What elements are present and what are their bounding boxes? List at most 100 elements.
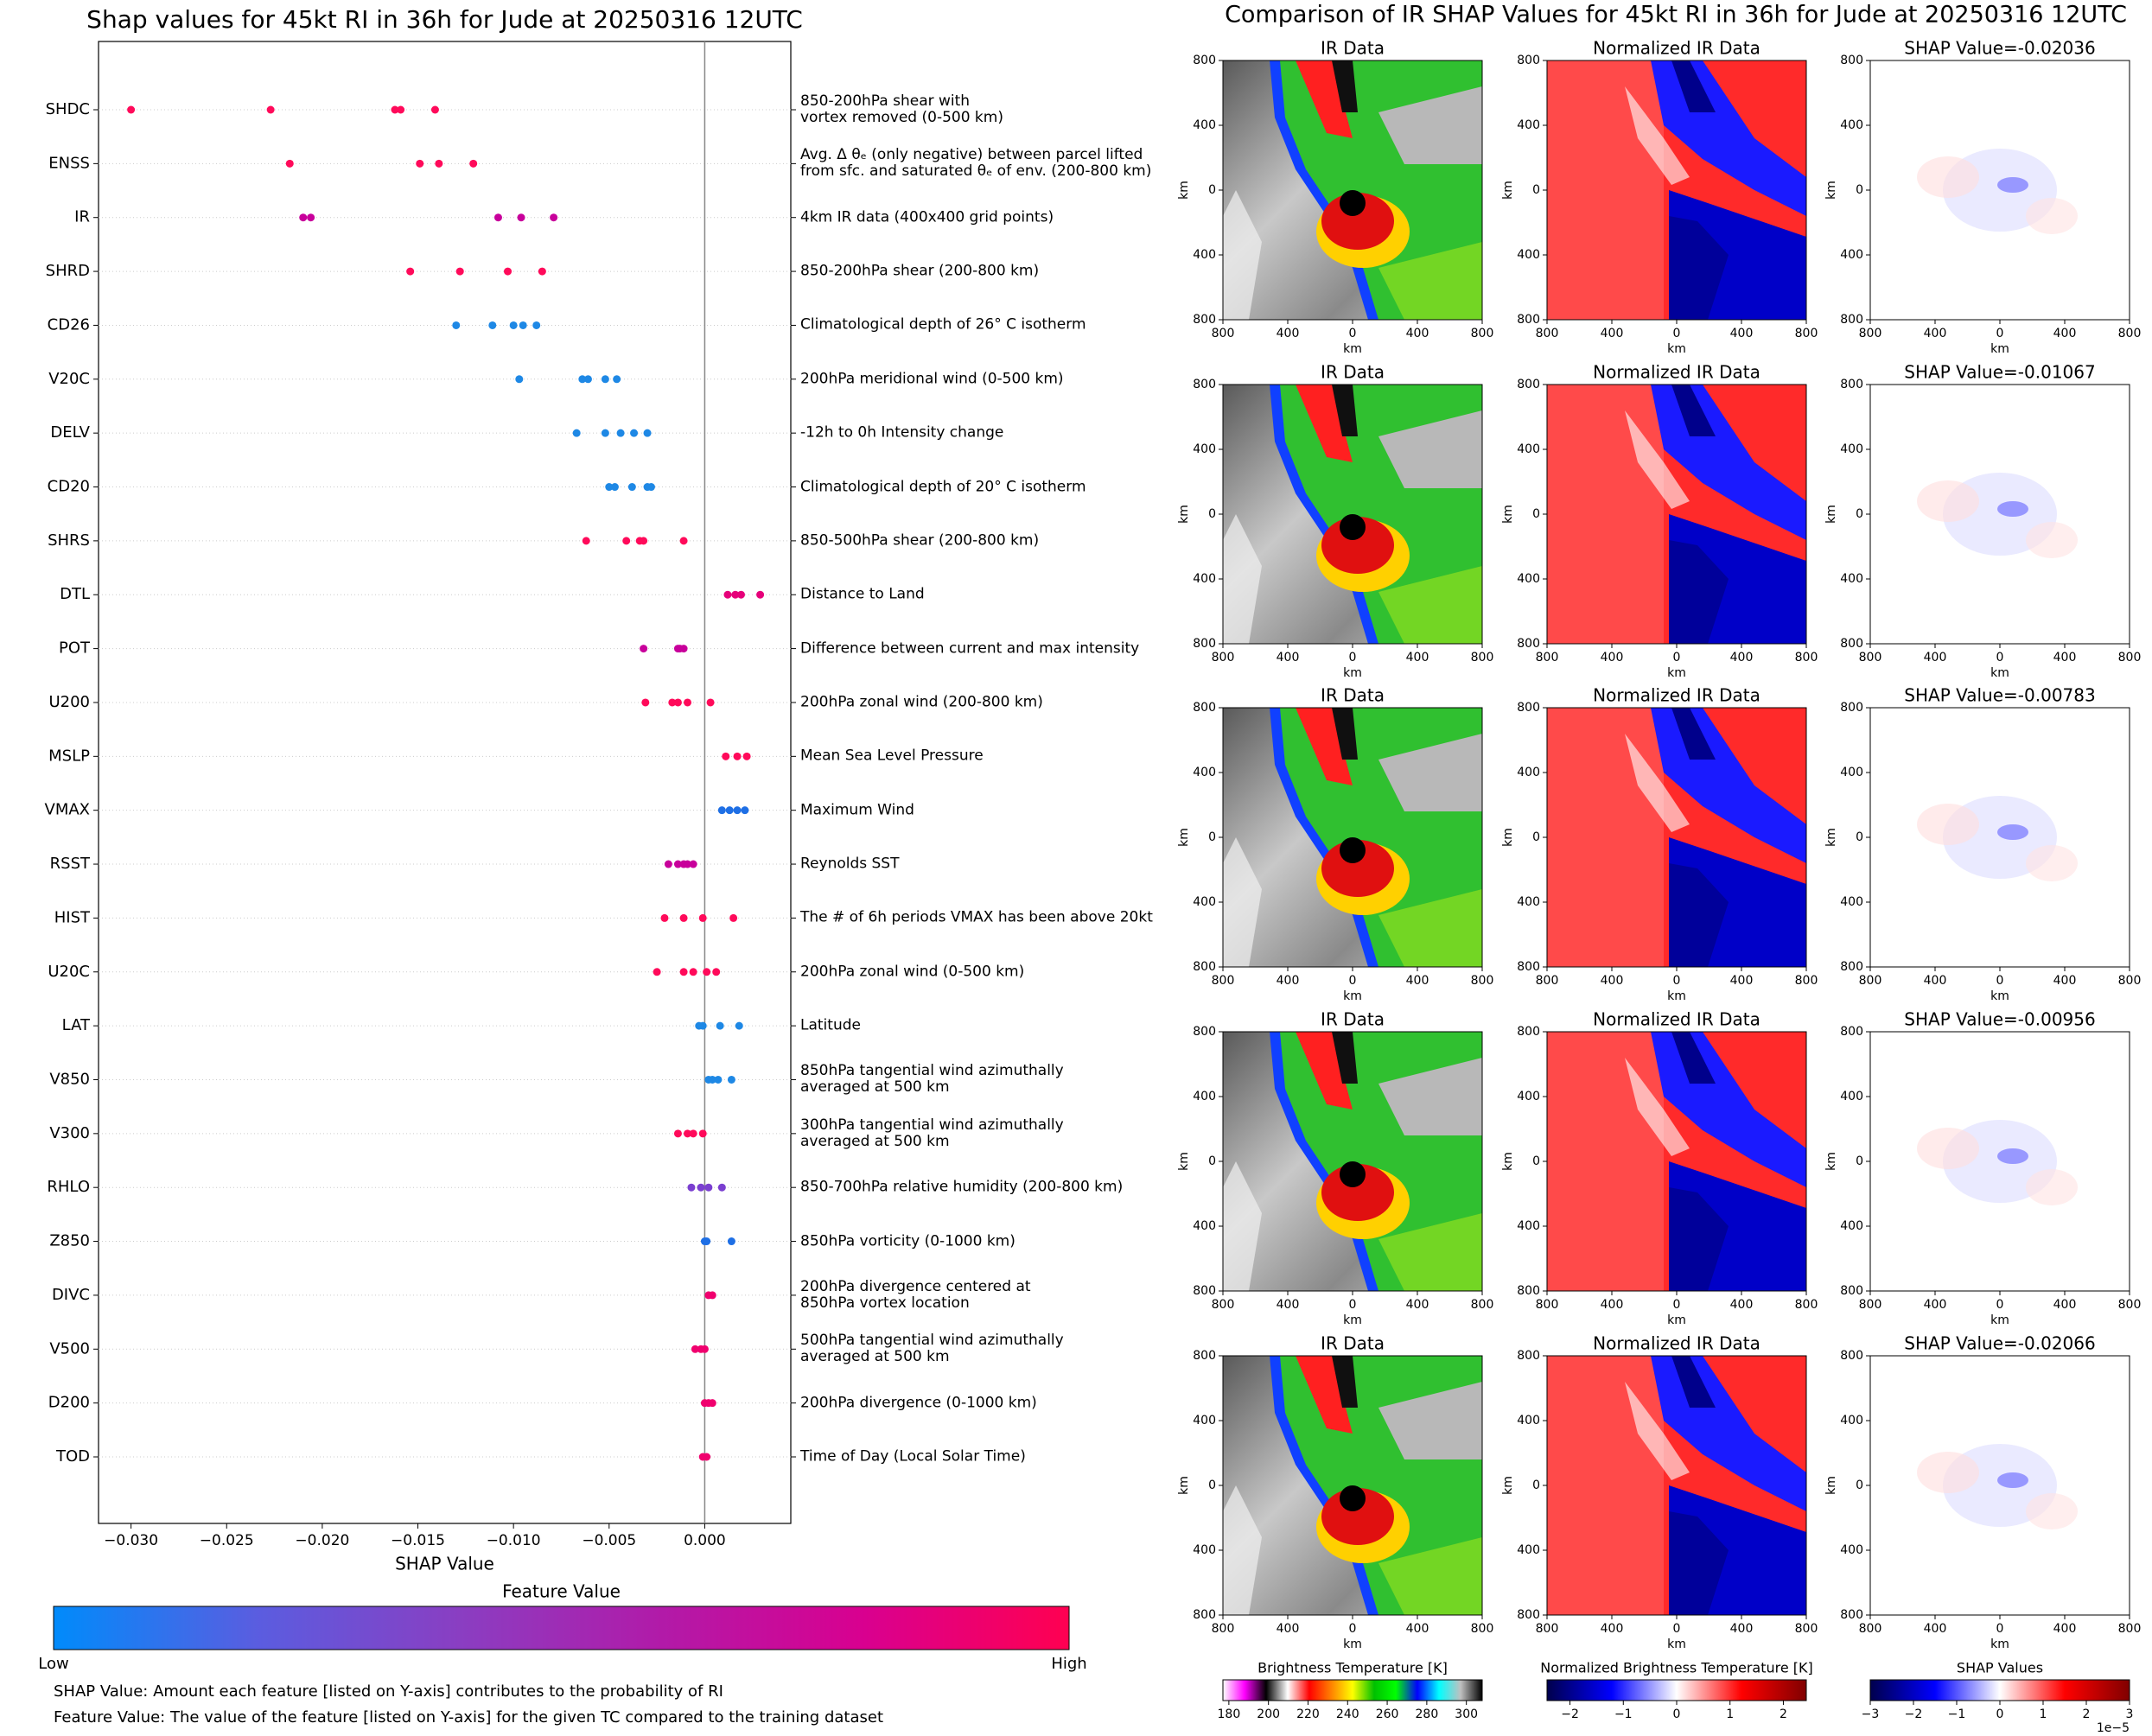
point <box>717 806 726 815</box>
y-tick-label: 800 <box>1193 313 1216 327</box>
x-tick-label: 800 <box>1536 974 1559 988</box>
x-tick-label: 800 <box>1795 974 1818 988</box>
point <box>307 213 315 222</box>
y-tick-label: 400 <box>1840 1090 1863 1103</box>
feature-description: 200hPa meridional wind (0-500 km) <box>800 370 1064 388</box>
point <box>742 752 751 760</box>
x-tick-label: 400 <box>1406 1298 1429 1312</box>
x-tick-label: 800 <box>1859 1622 1882 1636</box>
panel-title: IR Data <box>1321 362 1385 383</box>
panel-title: SHAP Value=-0.02036 <box>1904 38 2095 59</box>
y-axis-label: km <box>1177 828 1191 847</box>
point <box>668 698 677 707</box>
y-tick-label: 800 <box>1193 1349 1216 1363</box>
point <box>684 1129 692 1138</box>
point <box>698 913 707 922</box>
y-axis-label: km <box>1824 181 1838 200</box>
x-tick-label: −0.015 <box>391 1532 445 1549</box>
x-tick-label: 400 <box>1924 1622 1947 1636</box>
point <box>687 1183 696 1192</box>
x-tick-label: 400 <box>2053 327 2077 340</box>
y-tick-label: IR <box>74 208 90 226</box>
x-axis-label: km <box>1343 666 1362 680</box>
image-panel <box>1870 708 2130 967</box>
y-tick-label: 400 <box>1193 766 1216 779</box>
y-tick-label: 800 <box>1517 1349 1540 1363</box>
x-tick-label: 800 <box>2118 327 2142 340</box>
panel-title: Normalized IR Data <box>1593 1009 1760 1030</box>
y-tick-label: 800 <box>1840 313 1863 327</box>
x-tick-label: 0 <box>1349 974 1357 988</box>
y-tick-label: 0 <box>1208 507 1216 521</box>
colorbar-tick-label: 0 <box>1673 1707 1681 1721</box>
x-tick-label: 400 <box>1406 974 1429 988</box>
panel-title: Normalized IR Data <box>1593 38 1760 59</box>
point <box>689 1129 697 1138</box>
point <box>679 913 688 922</box>
x-tick-label: 800 <box>1859 974 1882 988</box>
point <box>697 1183 705 1192</box>
y-axis-label: km <box>1824 1152 1838 1171</box>
x-tick-label: 800 <box>1471 327 1494 340</box>
note: Feature Value: The value of the feature … <box>54 1708 883 1726</box>
panel-title: SHAP Value=-0.02066 <box>1904 1333 2095 1354</box>
feature-description: 850-700hPa relative humidity (200-800 km… <box>800 1178 1124 1196</box>
image-panel <box>1547 385 1806 644</box>
x-tick-label: 800 <box>1536 327 1559 340</box>
point <box>741 806 749 815</box>
x-tick-label: 0 <box>1673 1622 1681 1636</box>
y-tick-label: VMAX <box>45 801 91 819</box>
x-tick-label: 800 <box>2118 1298 2142 1312</box>
colorbar-tick-label: −2 <box>1905 1707 1923 1721</box>
point <box>703 1237 711 1246</box>
image-panel <box>1870 1032 2130 1291</box>
y-tick-label: 400 <box>1840 1543 1863 1557</box>
point <box>679 968 688 976</box>
point <box>653 968 661 976</box>
x-tick-label: 400 <box>1277 327 1300 340</box>
x-tick-label: 800 <box>1795 1622 1818 1636</box>
point <box>756 590 765 599</box>
y-tick-label: 400 <box>1193 442 1216 456</box>
feature-description: 4km IR data (400x400 grid points) <box>800 208 1054 226</box>
x-tick-label: 0 <box>1673 974 1681 988</box>
point <box>689 968 697 976</box>
point <box>517 213 525 222</box>
x-tick-label: 0 <box>1996 1622 2004 1636</box>
point <box>550 213 558 222</box>
feature-description: 850hPa vorticity (0-1000 km) <box>800 1232 1016 1250</box>
panel-title: IR Data <box>1321 1009 1385 1030</box>
point <box>416 159 424 168</box>
y-tick-label: 0 <box>1532 1478 1540 1492</box>
colorbar-low-label: Low <box>38 1655 68 1673</box>
x-tick-label: 800 <box>1536 1622 1559 1636</box>
point <box>515 375 524 384</box>
y-tick-label: 400 <box>1517 1543 1540 1557</box>
image-panel <box>1870 1356 2130 1615</box>
y-tick-label: 400 <box>1517 1090 1540 1103</box>
y-tick-label: CD20 <box>48 478 90 496</box>
y-tick-label: 800 <box>1193 637 1216 651</box>
point <box>725 806 734 815</box>
feature-description: Climatological depth of 20° C isotherm <box>800 478 1086 496</box>
y-tick-label: 800 <box>1840 378 1863 391</box>
x-tick-label: 800 <box>2118 651 2142 665</box>
y-tick-label: RSST <box>50 855 91 873</box>
y-tick-label: 0 <box>1532 1154 1540 1168</box>
x-tick-label: 400 <box>1406 1622 1429 1636</box>
x-axis-label: km <box>1343 989 1362 1003</box>
point <box>578 375 587 384</box>
x-axis-label: km <box>1667 1637 1686 1651</box>
point <box>430 105 439 114</box>
y-axis-label: km <box>1177 505 1191 524</box>
panel-title: SHAP Value=-0.00783 <box>1904 685 2095 706</box>
x-tick-label: 400 <box>1924 327 1947 340</box>
y-tick-label: 400 <box>1840 572 1863 586</box>
colorbar <box>53 1606 1070 1650</box>
point <box>397 105 405 114</box>
point <box>691 1345 699 1353</box>
y-tick-label: 0 <box>1208 1478 1216 1492</box>
point <box>640 537 648 545</box>
point <box>727 1075 735 1084</box>
